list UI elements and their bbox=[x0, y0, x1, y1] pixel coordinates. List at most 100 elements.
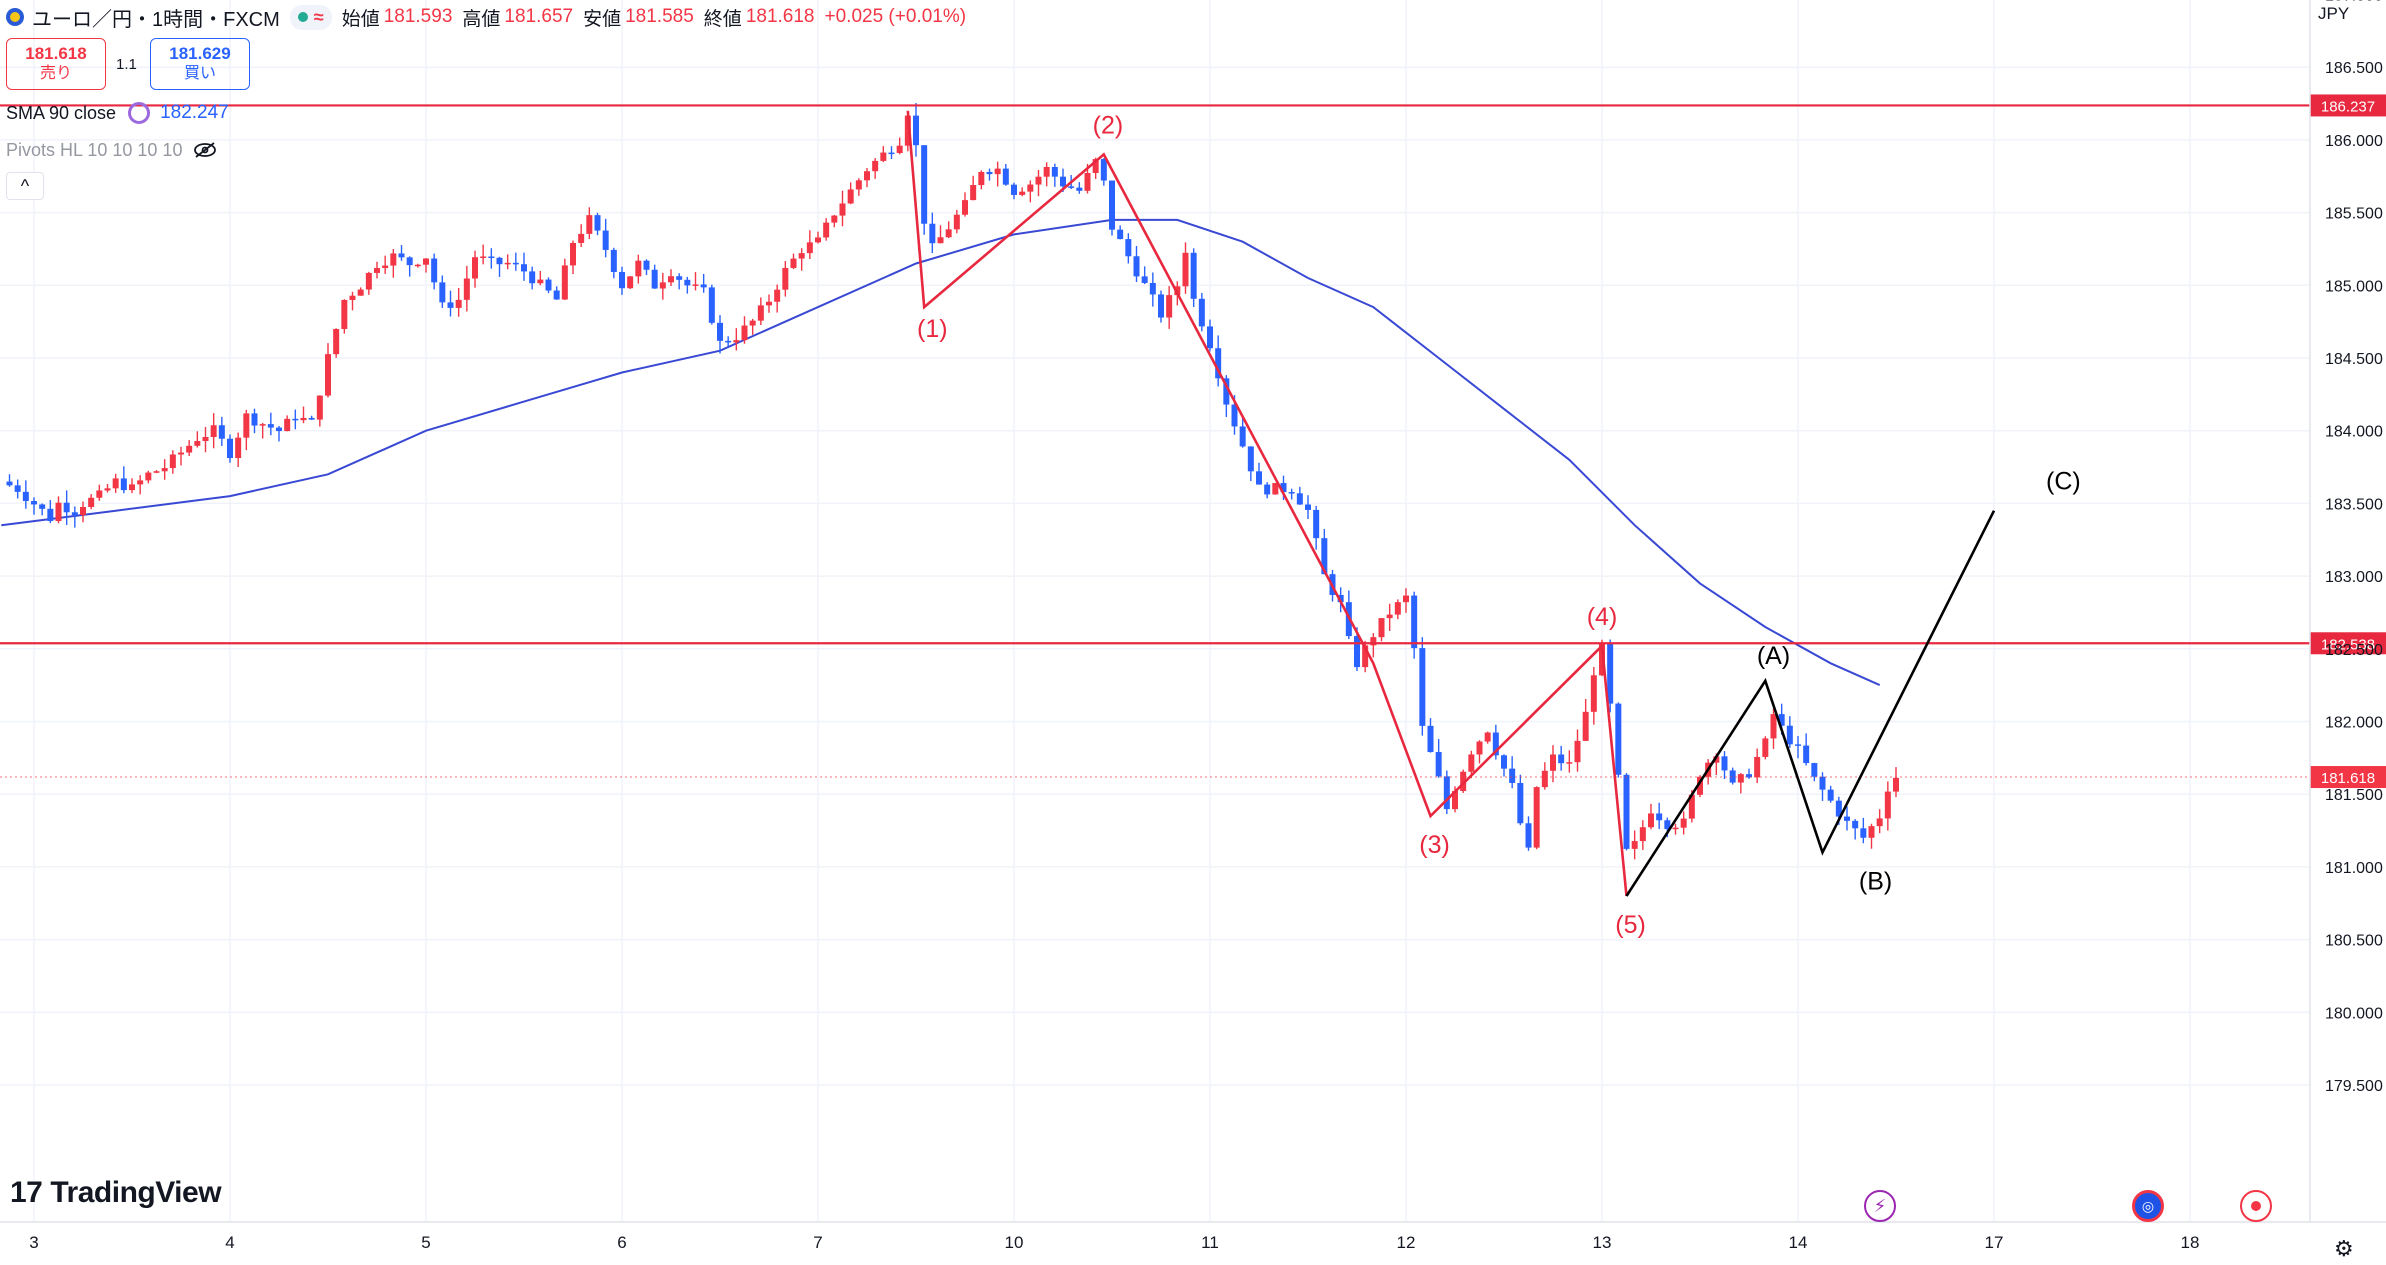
candle bbox=[398, 245, 405, 261]
candle bbox=[316, 395, 323, 427]
wave-annotations[interactable]: (1) (2) (3) (4) (5) (A) (B) (C) bbox=[906, 110, 2081, 939]
ohlc-high-label: 高値 bbox=[462, 8, 501, 30]
wave-label[interactable]: (5) bbox=[1615, 911, 1646, 939]
candle bbox=[1492, 724, 1499, 760]
pivots-name[interactable]: Pivots HL 10 10 10 10 bbox=[6, 139, 183, 160]
candle-body bbox=[1868, 826, 1875, 838]
candle-body bbox=[308, 417, 315, 420]
candle-body bbox=[88, 497, 95, 508]
candle bbox=[921, 145, 928, 235]
candle-body bbox=[1002, 168, 1009, 185]
y-tick-label: 185.500 bbox=[2325, 206, 2383, 223]
candle bbox=[1117, 225, 1124, 240]
candle-body bbox=[529, 271, 536, 284]
candle-body bbox=[1509, 768, 1516, 783]
candle-body bbox=[880, 152, 887, 161]
collapse-legend-button[interactable]: ^ bbox=[6, 172, 44, 200]
wave-line-red[interactable] bbox=[906, 110, 1628, 897]
candle-body bbox=[235, 437, 242, 459]
candle bbox=[1149, 272, 1156, 307]
currency-flag-icon bbox=[6, 8, 24, 26]
candle-body bbox=[896, 145, 903, 153]
candle-body bbox=[1117, 229, 1124, 240]
candle-body bbox=[733, 340, 740, 343]
candle-body bbox=[71, 512, 78, 516]
candle bbox=[570, 240, 576, 275]
candle bbox=[529, 266, 536, 290]
candle-body bbox=[120, 478, 127, 491]
candle bbox=[390, 249, 397, 278]
candle-body bbox=[1043, 166, 1050, 177]
buy-button[interactable]: 181.629 買い bbox=[150, 38, 250, 90]
lightning-icon[interactable]: ⚡ bbox=[1864, 1190, 1896, 1222]
candle bbox=[14, 479, 21, 499]
candle-body bbox=[1844, 816, 1850, 821]
tradingview-logo[interactable]: 17 TradingView bbox=[10, 1176, 222, 1210]
candle bbox=[602, 218, 609, 258]
candle-body bbox=[1076, 187, 1083, 191]
candle bbox=[300, 406, 307, 424]
wave-label[interactable]: (C) bbox=[2046, 468, 2081, 496]
eye-off-icon[interactable] bbox=[192, 141, 218, 159]
candle-body bbox=[1762, 738, 1769, 757]
market-status[interactable]: ≈ bbox=[289, 4, 332, 30]
sma-legend[interactable]: SMA 90 close 182.247 bbox=[6, 98, 229, 128]
candle bbox=[218, 416, 225, 446]
candle bbox=[1746, 768, 1752, 779]
currency-label[interactable]: JPY bbox=[2318, 4, 2350, 23]
x-tick-label: 18 bbox=[2181, 1233, 2200, 1252]
candle-body bbox=[414, 264, 421, 267]
candle-body bbox=[1337, 594, 1344, 603]
candle bbox=[202, 426, 209, 453]
candle-body bbox=[284, 418, 291, 432]
candle-body bbox=[1550, 754, 1556, 771]
candle-body bbox=[668, 276, 674, 283]
candle bbox=[1051, 163, 1058, 187]
candle-body bbox=[1427, 725, 1434, 753]
symbol-title[interactable]: ユーロ／円・1時間・FXCM bbox=[32, 8, 280, 31]
candle-body bbox=[267, 424, 274, 428]
candle-body bbox=[602, 230, 609, 250]
candle-body bbox=[153, 471, 160, 473]
candle-body bbox=[847, 189, 854, 204]
candle-body bbox=[1754, 756, 1761, 778]
ohlc-low-value: 181.585 bbox=[625, 6, 694, 27]
horizontal-levels[interactable]: 186.237 182.538 181.618 bbox=[0, 94, 2386, 789]
level-axis-label: 186.237 bbox=[2321, 98, 2375, 115]
wave-label[interactable]: (3) bbox=[1419, 831, 1450, 859]
candle-body bbox=[1590, 675, 1597, 712]
candle bbox=[733, 328, 740, 351]
wave-label[interactable]: (A) bbox=[1757, 642, 1790, 670]
candle bbox=[553, 286, 560, 300]
sell-button[interactable]: 181.618 売り bbox=[6, 38, 106, 90]
symbol-legend[interactable]: ユーロ／円・1時間・FXCM ≈ 始値 181.593 高値 181.657 安… bbox=[6, 2, 976, 32]
candle-body bbox=[316, 395, 323, 420]
candle-body bbox=[463, 278, 470, 300]
candle bbox=[1207, 319, 1213, 352]
gear-icon[interactable]: ⚙ bbox=[2334, 1236, 2354, 1261]
candle bbox=[210, 413, 217, 449]
economic-event-icon[interactable]: ◎ bbox=[2132, 1190, 2164, 1222]
wave-label[interactable]: (4) bbox=[1587, 603, 1618, 631]
candle-body bbox=[194, 441, 201, 446]
candle bbox=[169, 450, 176, 474]
candle-body bbox=[864, 171, 870, 181]
candle-body bbox=[1411, 595, 1418, 649]
sell-price: 181.618 bbox=[25, 44, 87, 63]
candle-body bbox=[831, 215, 838, 223]
wave-label[interactable]: (B) bbox=[1859, 867, 1892, 895]
candle-body bbox=[129, 484, 135, 491]
candle bbox=[913, 103, 919, 157]
wave-label[interactable]: (2) bbox=[1093, 111, 1124, 139]
candle bbox=[145, 470, 152, 484]
record-icon[interactable] bbox=[2240, 1190, 2272, 1222]
wave-line-black[interactable] bbox=[1625, 510, 1996, 897]
pivots-legend[interactable]: Pivots HL 10 10 10 10 bbox=[6, 136, 218, 164]
wave-label[interactable]: (1) bbox=[917, 315, 948, 343]
refresh-icon[interactable] bbox=[128, 102, 151, 124]
sma-name[interactable]: SMA 90 close bbox=[6, 102, 117, 123]
candle bbox=[578, 224, 585, 247]
y-tick-label: 181.500 bbox=[2325, 787, 2383, 804]
